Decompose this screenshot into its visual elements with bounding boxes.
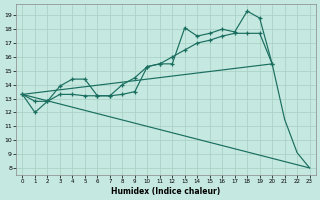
X-axis label: Humidex (Indice chaleur): Humidex (Indice chaleur) <box>111 187 221 196</box>
